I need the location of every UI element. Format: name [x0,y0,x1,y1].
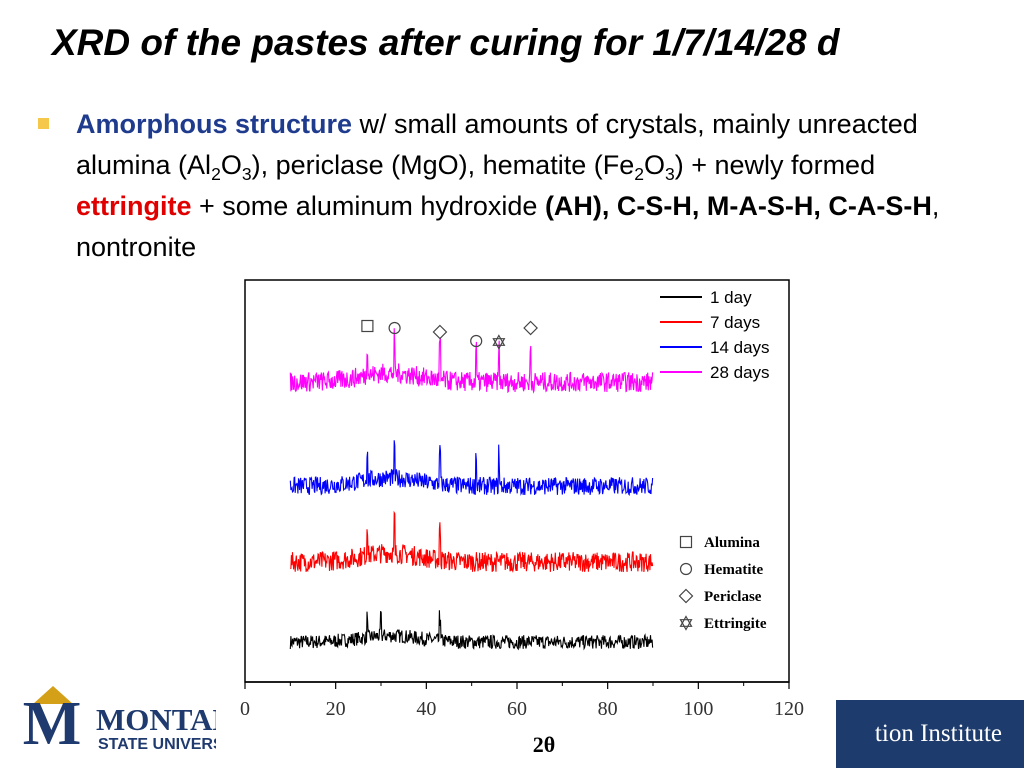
legend-label: 28 days [710,363,770,382]
logo-m-icon: M [22,690,82,758]
montana-state-logo: M MONTANA STATE UNIVERSITY [0,686,216,768]
x-tick-label: 0 [240,698,250,720]
xrd-trace-1-day [289,610,654,651]
x-tick-label: 100 [683,698,713,720]
bullet-highlight-ettringite: ettringite [76,191,192,221]
star-marker-part [679,615,693,627]
star-marker-part [492,334,506,346]
legend-label: 14 days [710,338,770,357]
legend-label: 1 day [710,288,752,307]
slide-title: XRD of the pastes after curing for 1/7/1… [52,22,840,63]
bullet-segment: + some aluminum hydroxide [191,191,545,221]
x-tick-label: 120 [774,698,804,720]
phase-legend-label: Hematite [704,562,763,578]
xrd-chart: 0 20 40 60 80 100 120 1 day 7 days 14 days 28 day… [240,279,804,757]
subscript: 2 [211,164,221,185]
institute-logo-text: tion Institute [874,720,1002,747]
phase-legend-label: Ettringite [704,616,767,632]
star-marker-part [679,619,693,631]
bullet-highlight-amorphous: morphous structure [95,109,353,139]
bullet-segment: , nontronite [76,191,940,262]
logo-peak-icon [33,686,73,704]
logo-word-montana: MONTANA [96,702,216,737]
x-tick-label: 20 [326,698,346,720]
x-axis-title: 2θ [533,732,555,757]
subscript: 3 [665,164,675,185]
x-axis-ticks: 0 20 40 60 80 100 120 [240,682,804,720]
phase-legend-label: Periclase [704,589,762,605]
circle-marker-icon [388,321,401,335]
square-marker-icon [361,319,374,333]
legend-label: 7 days [710,313,760,332]
bullet-segment: ) + newly formed [674,150,876,180]
diamond-marker-icon [432,324,448,340]
x-tick-label: 60 [507,698,527,720]
phase-legend-label: Alumina [704,535,760,551]
logo-word-state-university: STATE UNIVERSITY [98,736,216,753]
star-marker-icon [679,615,693,631]
star-marker-part [492,338,506,350]
bullet-text: Amorphous structure w/ small amounts of … [76,104,996,268]
phase-markers [361,319,538,350]
subscript: 2 [634,164,644,185]
x-tick-label: 40 [416,698,436,720]
series-legend: 1 day 7 days 14 days 28 days [660,288,770,382]
phase-legend: Alumina Hematite Periclase Ettringite [678,535,767,632]
bullet-segment: O [643,150,665,180]
bullet-segment: ), periclase (MgO), hematite (Fe [251,150,635,180]
bullet-lead-letter: A [76,109,96,139]
xrd-trace-7-days [290,510,654,573]
circle-marker-icon [470,334,483,348]
square-marker-icon [679,535,693,549]
star-marker-icon [492,334,506,350]
x-tick-label: 80 [598,698,618,720]
xrd-traces [289,328,654,651]
bullet-marker [38,118,49,129]
bullet-segment: O [220,150,242,180]
diamond-marker-icon [678,588,694,604]
circle-marker-icon [679,562,693,576]
bullet-highlight-phases: (AH), C-S-H, M-A-S-H, C-A-S-H [544,191,932,221]
xrd-trace-14-days [289,440,654,497]
diamond-marker-icon [523,320,538,336]
subscript: 3 [241,164,252,185]
institute-logo: tion Institute [836,700,1024,768]
bullet-segment: w/ small amounts of crystals, mainly unr… [76,109,918,180]
xrd-trace-28-days [289,328,654,394]
